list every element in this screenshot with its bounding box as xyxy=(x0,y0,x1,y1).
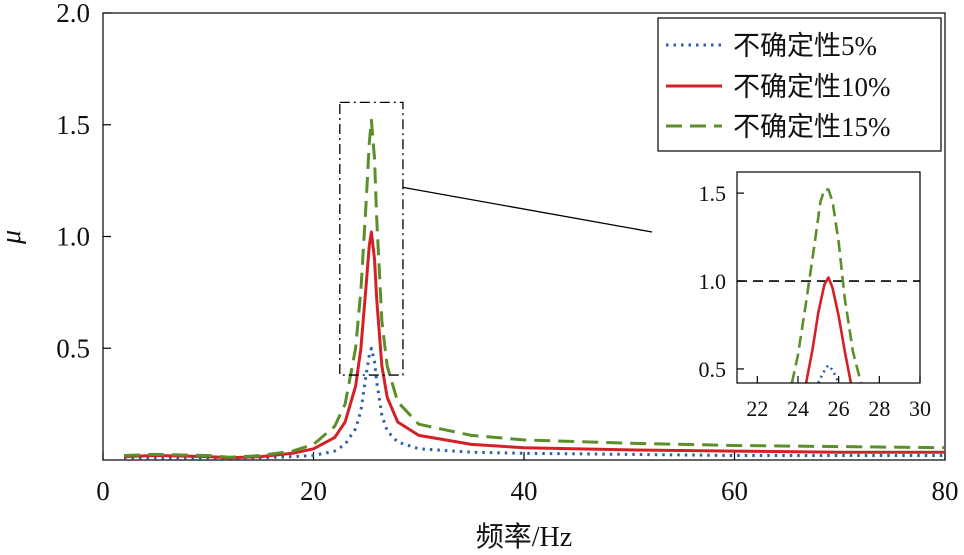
inset-series-line-15pct xyxy=(790,188,863,383)
inset-plot-frame xyxy=(736,171,921,384)
legend-label-15pct: 不确定性15% xyxy=(733,112,891,142)
x-axis-label: 频率/Hz xyxy=(476,521,572,553)
zoom-box xyxy=(339,101,404,376)
zoom-connector-line xyxy=(402,186,653,233)
inset-series-group xyxy=(737,188,920,383)
main-series-group xyxy=(123,118,945,460)
x-tick-label: 40 xyxy=(511,476,538,506)
legend-label-5pct: 不确定性5% xyxy=(733,31,877,61)
inset-series-line-5pct xyxy=(817,364,840,383)
legend: 不确定性5% 不确定性10% 不确定性15% xyxy=(657,17,942,152)
series-line-5pct xyxy=(124,346,945,460)
x-tick-label: 60 xyxy=(721,476,748,506)
inset-x-tick-label: 26 xyxy=(828,396,850,421)
y-tick-label: 0.5 xyxy=(56,333,90,363)
inset-x-tick-label: 28 xyxy=(868,396,890,421)
y-tick-label: 1.0 xyxy=(56,222,90,252)
inset-x-tick-label: 22 xyxy=(746,396,768,421)
inset-x-tick-label: 30 xyxy=(909,396,931,421)
series-line-10pct xyxy=(123,230,945,460)
inset-y-tick-label: 1.0 xyxy=(699,269,727,294)
x-tick-label: 20 xyxy=(300,476,327,506)
inset-series-line-10pct xyxy=(804,276,853,383)
y-tick-label: 1.5 xyxy=(56,110,90,140)
y-tick-label: 2.0 xyxy=(56,0,90,28)
inset-tick-labels: 22 24 26 28 30 0.5 1.0 1.5 xyxy=(699,181,932,421)
inset-y-tick-label: 0.5 xyxy=(699,357,727,382)
x-tick-label: 80 xyxy=(932,476,959,506)
legend-label-10pct: 不确定性10% xyxy=(733,72,891,102)
series-line-15pct xyxy=(123,118,945,459)
y-axis-label: μ xyxy=(0,230,27,245)
inset-y-tick-label: 1.5 xyxy=(699,181,727,206)
inset-x-tick-label: 24 xyxy=(787,396,809,421)
main-tick-labels: 0 20 40 60 80 0.5 1.0 1.5 2.0 xyxy=(56,0,958,506)
inset-ticks xyxy=(737,192,921,383)
x-tick-label: 0 xyxy=(96,476,110,506)
